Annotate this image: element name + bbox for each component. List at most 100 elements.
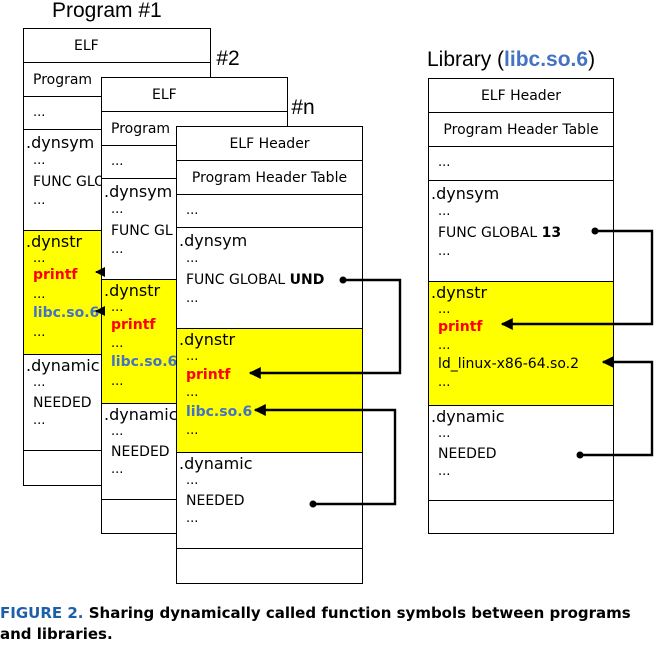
library-index: 13 <box>541 225 562 241</box>
program1-func-global: FUNC GLO <box>33 174 106 190</box>
figure-caption: FIGURE 2. Sharing dynamically called fun… <box>0 603 654 645</box>
program2-needed: NEEDED <box>111 444 170 460</box>
library-elf-header: ELF Header <box>429 79 613 113</box>
programn-dynamic-label: .dynamic <box>179 454 253 473</box>
library-misc: ... <box>429 147 613 181</box>
programn-needed: NEEDED <box>186 493 245 509</box>
figure-caption-text: Sharing dynamically called function symb… <box>0 604 631 643</box>
program1-dynsym: .dynsym ... FUNC GLO ... <box>24 130 210 231</box>
program1-dynamic-label: .dynamic <box>26 356 100 375</box>
library-dynamic-label: .dynamic <box>431 407 505 426</box>
figure-label: FIGURE 2. <box>0 604 84 622</box>
program2-dynsym-label: .dynsym <box>104 182 173 201</box>
library-dynamic-dots2: ... <box>438 464 451 479</box>
program2-dynstr-dots1: ... <box>111 300 124 315</box>
library-title: Library (libc.so.6) <box>427 49 595 70</box>
program1-dynstr-label: .dynstr <box>26 232 83 251</box>
program1-dynamic-dots1: ... <box>33 375 46 390</box>
programn-dynsym-dots2: ... <box>186 291 199 306</box>
library-title-name: libc.so.6 <box>504 48 589 71</box>
library-needed-to-ld-arrow <box>580 356 654 457</box>
program2-dynsym-dots1: ... <box>111 202 124 217</box>
program1-needed: NEEDED <box>33 395 92 411</box>
programn-misc: ... <box>177 195 362 228</box>
program1-printf: printf <box>33 267 78 283</box>
library-func-global-text: FUNC GLOBAL <box>438 225 538 241</box>
library-ld: ld_linux-x86-64.so.2 <box>438 356 580 372</box>
programn-und-to-printf-arrow <box>248 278 402 379</box>
library-dynsym-dots2: ... <box>438 244 451 259</box>
programn-elf-header: ELF Header <box>177 127 362 161</box>
program2-pht-label: Program <box>111 121 171 137</box>
program1-title: Program #1 <box>52 0 162 22</box>
library-dynstr: .dynstr ... printf ... ld_linux-x86-64.s… <box>429 282 613 406</box>
programn-dynstr: .dynstr ... printf ... libc.so.6 ... <box>177 329 362 453</box>
programn-dynamic-dots1: ... <box>186 473 199 488</box>
programn-dynamic-dots2: ... <box>186 511 199 526</box>
library-dynstr-label: .dynstr <box>431 283 488 302</box>
library-box: ELF Header Program Header Table ... .dyn… <box>428 78 614 534</box>
library-needed: NEEDED <box>438 446 497 462</box>
library-func-global: FUNC GLOBAL 13 <box>438 225 561 241</box>
programn-dynstr-label: .dynstr <box>179 330 236 349</box>
programn-needed-to-libc-arrow <box>253 404 397 506</box>
programn-pht-label: Program Header Table <box>191 170 348 186</box>
program2-elf-header: ELF <box>102 78 287 112</box>
program2-dynamic-dots2: ... <box>111 462 124 477</box>
library-elf-label: ELF Header <box>480 88 562 104</box>
program1-libc: libc.so.6 <box>33 305 100 321</box>
library-misc-dots: ... <box>438 155 451 170</box>
programn-pht: Program Header Table <box>177 161 362 195</box>
program2-libc: libc.so.6 <box>111 354 178 370</box>
programn-func-global: FUNC GLOBAL UND <box>186 272 324 288</box>
program2-printf: printf <box>111 317 156 333</box>
programn-und: UND <box>289 272 325 288</box>
program1-dynsym-label: .dynsym <box>26 133 95 152</box>
library-dynstr-dots3: ... <box>438 375 451 390</box>
library-dynamic-dots1: ... <box>438 426 451 441</box>
programn-elf-label: ELF Header <box>229 136 310 152</box>
programn-box: ELF Header Program Header Table ... .dyn… <box>176 126 363 584</box>
program1-dynstr-dots1: ... <box>33 251 46 266</box>
program1-misc-dots: ... <box>33 105 46 120</box>
programn-dynstr-dots3: ... <box>186 423 199 438</box>
programn-dynsym: .dynsym ... FUNC GLOBAL UND ... <box>177 228 362 329</box>
programn-misc-dots: ... <box>186 203 199 218</box>
program2-elf-label: ELF <box>152 87 177 103</box>
program2-func-global: FUNC GL <box>111 223 173 239</box>
program2-dynstr-dots3: ... <box>111 374 124 389</box>
library-dynstr-dots2: ... <box>438 338 451 353</box>
program2-misc-dots: ... <box>111 154 124 169</box>
programn-libc: libc.so.6 <box>186 404 253 420</box>
program1-dynstr-dots3: ... <box>33 325 46 340</box>
program2-dynstr-dots2: ... <box>111 336 124 351</box>
programn-printf: printf <box>186 367 231 383</box>
library-pht: Program Header Table <box>429 113 613 147</box>
library-title-prefix: Library ( <box>427 48 505 71</box>
program1-dynstr-dots2: ... <box>33 287 46 302</box>
program2-dynsym-dots2: ... <box>111 242 124 257</box>
program1-elf-header: ELF <box>24 29 210 63</box>
library-func-to-printf-arrow <box>500 229 654 330</box>
programn-func-global-text: FUNC GLOBAL <box>186 272 286 288</box>
program1-dynamic-dots2: ... <box>33 413 46 428</box>
program2-dynamic-dots1: ... <box>111 424 124 439</box>
programn-dynstr-dots2: ... <box>186 385 199 400</box>
programn-dynamic: .dynamic ... NEEDED ... <box>177 453 362 549</box>
program1-dynsym-dots2: ... <box>33 193 46 208</box>
library-dynsym-dots1: ... <box>438 204 451 219</box>
library-dynamic: .dynamic ... NEEDED ... <box>429 406 613 501</box>
library-pht-label: Program Header Table <box>443 122 599 138</box>
program2-dynstr-label: .dynstr <box>104 281 161 300</box>
program1-pht-label: Program <box>33 72 93 88</box>
programn-dynsym-label: .dynsym <box>179 231 248 250</box>
library-dynstr-dots1: ... <box>438 302 451 317</box>
library-printf: printf <box>438 319 483 335</box>
programn-dynstr-dots1: ... <box>186 349 199 364</box>
programn-dynsym-dots1: ... <box>186 251 199 266</box>
program1-dynsym-dots1: ... <box>33 153 46 168</box>
library-dynsym-label: .dynsym <box>431 184 500 203</box>
program2-dynamic-label: .dynamic <box>104 405 178 424</box>
library-title-suffix: ) <box>588 48 596 71</box>
